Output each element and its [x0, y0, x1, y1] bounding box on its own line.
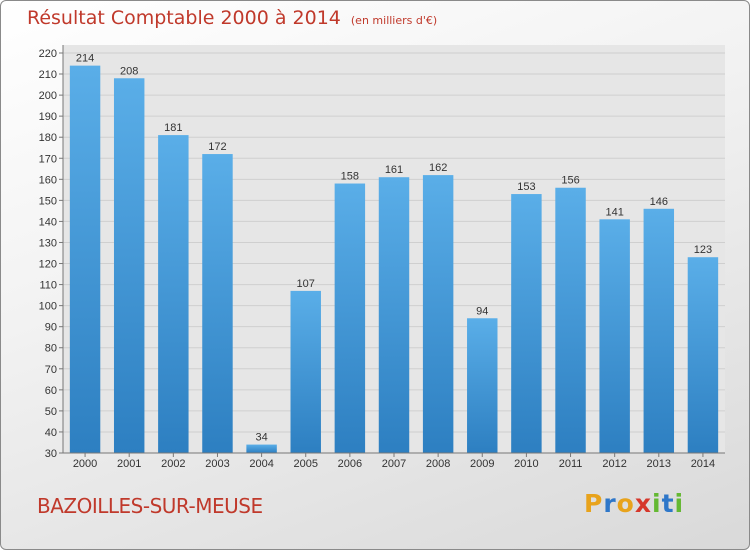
logo-letter: i — [674, 489, 685, 518]
y-tick-label: 70 — [45, 364, 57, 376]
bar-2004 — [246, 444, 277, 453]
chart-title-text: Résultat Comptable 2000 à 2014 — [27, 7, 341, 29]
y-tick-label: 120 — [39, 259, 57, 271]
bar-value-label: 153 — [517, 181, 535, 193]
y-tick-label: 60 — [45, 385, 57, 397]
bar-2014 — [687, 257, 719, 453]
y-tick-label: 210 — [39, 69, 57, 81]
bar-2013 — [643, 208, 675, 453]
y-tick-label: 200 — [39, 90, 57, 102]
x-tick-label: 2005 — [293, 458, 317, 470]
logo-letter: P — [584, 489, 604, 518]
x-tick-label: 2002 — [161, 458, 185, 470]
bar-2007 — [378, 177, 410, 454]
y-tick-label: 130 — [39, 237, 57, 249]
bar-2012 — [599, 219, 630, 453]
place-name: BAZOILLES-SUR-MEUSE — [37, 494, 263, 518]
bar-value-label: 161 — [385, 164, 403, 176]
logo-letter: x — [634, 489, 652, 518]
y-tick-label: 220 — [39, 48, 57, 60]
logo-letter: o — [616, 489, 635, 518]
bar-2008 — [422, 175, 454, 453]
y-tick-label: 30 — [45, 448, 57, 460]
x-tick-label: 2012 — [602, 458, 626, 470]
bar-value-label: 94 — [476, 305, 488, 317]
bar-2003 — [202, 154, 233, 454]
bars: 214 208 181 172 34 107 158 161 162 94 153 156 141 146… — [69, 53, 719, 454]
bar-value-label: 172 — [208, 141, 226, 153]
bar-value-label: 107 — [297, 278, 315, 290]
bar-2002 — [158, 135, 189, 453]
y-tick-label: 190 — [39, 111, 57, 123]
bar-value-label: 123 — [694, 244, 712, 256]
bar-value-label: 141 — [605, 206, 623, 218]
y-tick-label: 150 — [39, 195, 57, 207]
bar-value-label: 156 — [561, 175, 579, 187]
y-tick-label: 110 — [39, 280, 57, 292]
y-tick-label: 50 — [45, 406, 57, 418]
x-tick-label: 2006 — [338, 458, 362, 470]
x-tick-label: 2004 — [249, 458, 273, 470]
bar-value-label: 181 — [164, 122, 182, 134]
x-tick-label: 2008 — [426, 458, 450, 470]
x-tick-label: 2003 — [205, 458, 229, 470]
proxiti-logo: Proxiti — [584, 489, 684, 518]
y-tick-label: 180 — [39, 132, 57, 144]
x-tick-label: 2014 — [691, 458, 715, 470]
logo-letter: r — [603, 489, 617, 518]
bar-value-label: 34 — [255, 432, 267, 444]
x-tick-label: 2013 — [647, 458, 671, 470]
y-tick-label: 40 — [45, 427, 57, 439]
x-tick-label: 2000 — [73, 458, 97, 470]
y-tick-label: 80 — [45, 343, 57, 355]
logo-letter: i — [652, 489, 662, 518]
y-tick-label: 90 — [45, 322, 57, 334]
x-tick-label: 2010 — [514, 458, 538, 470]
bar-2000 — [69, 65, 101, 453]
bar-2001 — [113, 78, 145, 454]
y-tick-label: 170 — [39, 153, 57, 165]
bar-2009 — [467, 318, 498, 453]
bar-value-label: 158 — [341, 171, 359, 183]
bar-value-label: 146 — [650, 196, 668, 208]
bar-2006 — [334, 183, 366, 454]
bar-2005 — [290, 290, 321, 453]
y-tick-label: 100 — [39, 301, 57, 313]
x-tick-label: 2009 — [470, 458, 494, 470]
chart-title: Résultat Comptable 2000 à 2014 (en millie… — [27, 7, 437, 29]
y-tick-label: 140 — [39, 216, 57, 228]
x-tick-label: 2001 — [117, 458, 141, 470]
bar-value-label: 214 — [76, 53, 94, 65]
bar-value-label: 208 — [120, 65, 138, 77]
y-tick-label: 160 — [39, 174, 57, 186]
bar-2011 — [555, 187, 586, 453]
bar-2010 — [511, 194, 542, 454]
x-axis-ticks: 2000 2001 2002 2003 2004 2005 2006 2007 2008 2009… — [63, 452, 725, 470]
x-tick-label: 2011 — [559, 458, 583, 470]
chart-subtitle: (en milliers d'€) — [350, 14, 438, 27]
logo-letter: t — [661, 489, 675, 518]
x-tick-label: 2007 — [382, 458, 406, 470]
bar-value-label: 162 — [429, 162, 447, 174]
y-axis-ticks: 30 40 50 60 70 80 90 100 110 120 130 140 150 160 170 18… — [39, 45, 64, 460]
